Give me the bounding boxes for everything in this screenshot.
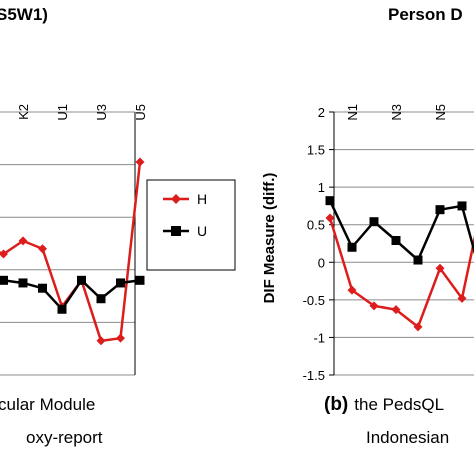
chart-b-y-tick-label: 1.5: [307, 143, 325, 158]
chart-a-point-u: [38, 283, 47, 293]
chart-b-y-tick-label: -0.5: [303, 293, 325, 308]
chart-b-point-u: [391, 235, 401, 245]
chart-a-title: S5W1): [0, 5, 48, 24]
chart-a-point-h: [38, 244, 47, 254]
chart-b-y-axis-label: DIF Measure (diff.): [261, 173, 278, 304]
chart-b-point-u: [413, 255, 423, 265]
chart-b-y-tick-labels: 2 1.5 1 0.5 0 -0.5 -1 -1.5: [303, 105, 325, 383]
chart-a-series-line-h: [0, 161, 142, 343]
chart-b-x-tick-label: N5: [433, 104, 448, 121]
chart-a-point-u: [77, 275, 86, 285]
chart-a-point-h: [18, 236, 28, 246]
chart-b-point-h: [457, 293, 467, 303]
legend-box: [146, 179, 236, 271]
chart-a-point-u: [0, 275, 8, 285]
chart-b-caption-line2: Indonesian: [366, 428, 449, 447]
chart-a-x-tick-label: U1: [55, 104, 70, 121]
legend-u-label: U: [197, 223, 207, 239]
chart-a-caption-line2: oxy-report: [26, 428, 103, 447]
legend-u-square-icon: [171, 226, 181, 236]
chart-b-x-tick-label: N1: [345, 104, 360, 121]
chart-b-point-u: [369, 217, 379, 227]
chart-a-series: [0, 161, 142, 343]
chart-b: Person D 21.510.50-0.5-1-1.5 N1N3N5N7 DI…: [261, 5, 474, 447]
chart-b-caption-line1: the PedsQL: [354, 395, 444, 414]
chart-b-series-line-h: [328, 217, 474, 329]
chart-b-series: [328, 200, 474, 329]
chart-a-x-tick-labels: K2 U1 U3 U5: [16, 104, 148, 121]
chart-b-y-tick-label: 0: [318, 255, 325, 270]
chart-b-y-tick-label: 1: [318, 180, 325, 195]
chart-b-y-tick-label: 0.5: [307, 218, 325, 233]
chart-b-caption-label: (b) the PedsQL: [324, 394, 444, 415]
chart-b-gridlines: [329, 111, 474, 376]
chart-b-x-tick-labels: N1N3N5N7: [345, 104, 448, 121]
chart-a-x-tick-label: K2: [16, 104, 31, 120]
chart-a-caption-line1: cular Module: [0, 395, 95, 414]
chart-b-point-u: [435, 205, 445, 215]
chart-a-point-u: [18, 278, 28, 288]
chart-a-point-h: [116, 333, 125, 343]
chart-b-point-u: [457, 201, 467, 211]
chart-a-markers: [0, 157, 145, 346]
chart-b-point-h: [347, 285, 357, 295]
chart-b-point-u: [347, 242, 357, 252]
legend-h-diamond-icon: [171, 194, 181, 204]
chart-b-title: Person D: [388, 5, 463, 24]
chart-b-point-u: [325, 196, 335, 206]
chart-a-point-u: [96, 294, 106, 304]
chart-b-point-h: [413, 322, 423, 332]
chart-a-point-h: [135, 157, 145, 167]
legend: H U: [146, 179, 236, 271]
chart-b-point-h: [369, 301, 379, 311]
chart-b-point-h: [391, 305, 401, 315]
chart-a-gridlines: [0, 111, 135, 376]
chart-b-point-h: [325, 213, 335, 223]
chart-b-y-tick-label: -1: [313, 330, 325, 345]
chart-a-point-h: [96, 336, 106, 346]
chart-a-point-u: [135, 275, 145, 285]
chart-b-caption-letter: (b): [324, 394, 348, 415]
chart-a-point-u: [57, 304, 67, 314]
chart-a: S5W1) K2 U1 U3 U5 cular Module oxy-report: [0, 5, 148, 447]
chart-b-markers: [325, 196, 467, 332]
chart-b-y-tick-label: 2: [318, 105, 325, 120]
chart-b-point-h: [435, 263, 445, 273]
chart-a-point-u: [116, 278, 125, 288]
chart-b-x-tick-label: N3: [389, 104, 404, 121]
legend-h-label: H: [197, 191, 207, 207]
chart-a-x-tick-label: U3: [94, 104, 109, 121]
chart-b-y-tick-label: -1.5: [303, 368, 325, 383]
chart-a-point-h: [0, 249, 8, 259]
chart-a-x-tick-label: U5: [133, 104, 148, 121]
chart-b-series-line-u: [328, 200, 474, 263]
